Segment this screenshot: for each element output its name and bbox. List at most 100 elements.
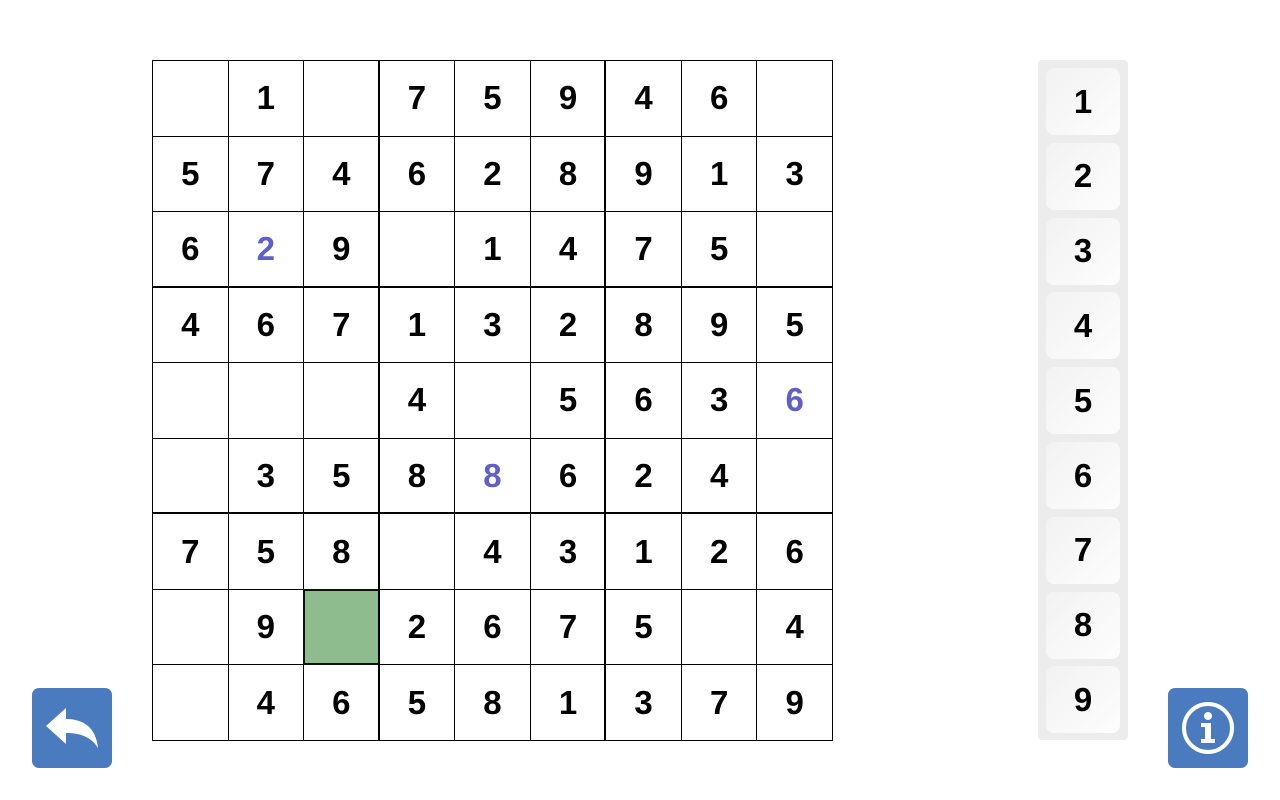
cell-r1c7[interactable]: 4 — [605, 60, 682, 137]
digit-button-4[interactable]: 4 — [1046, 292, 1120, 360]
digit-button-6[interactable]: 6 — [1046, 442, 1120, 509]
digit-button-2[interactable]: 2 — [1046, 142, 1120, 210]
cell-r7c5[interactable]: 4 — [454, 513, 531, 590]
cell-r8c7[interactable]: 5 — [605, 588, 682, 666]
cell-r2c9[interactable]: 3 — [756, 135, 833, 213]
cell-r7c1[interactable]: 7 — [152, 513, 229, 590]
cell-r7c7[interactable]: 1 — [605, 513, 682, 590]
cell-r2c8[interactable]: 1 — [680, 135, 758, 213]
cell-r4c6[interactable]: 2 — [529, 286, 607, 364]
cell-r2c2[interactable]: 7 — [227, 135, 305, 213]
undo-button[interactable] — [32, 688, 112, 768]
cell-r7c2[interactable]: 5 — [227, 513, 305, 590]
cell-r7c9[interactable]: 6 — [756, 513, 833, 590]
cell-r3c7[interactable]: 7 — [605, 211, 682, 288]
cell-r6c7[interactable]: 2 — [605, 437, 682, 515]
cell-r3c4[interactable] — [378, 211, 456, 288]
cell-r1c8[interactable]: 6 — [680, 60, 758, 137]
digit-button-5[interactable]: 5 — [1046, 367, 1120, 435]
cell-r6c8[interactable]: 4 — [680, 437, 758, 515]
cell-r3c2[interactable]: 2 — [227, 211, 305, 288]
digit-button-1[interactable]: 1 — [1046, 68, 1120, 135]
cell-r5c3[interactable] — [303, 362, 380, 439]
cell-r5c9[interactable]: 6 — [756, 362, 833, 439]
cell-r2c4[interactable]: 6 — [378, 135, 456, 213]
digit-button-8[interactable]: 8 — [1046, 591, 1120, 659]
cell-r5c4[interactable]: 4 — [378, 362, 456, 439]
cell-r4c7[interactable]: 8 — [605, 286, 682, 364]
digit-button-9[interactable]: 9 — [1046, 666, 1120, 734]
cell-r7c6[interactable]: 3 — [529, 513, 607, 590]
cell-r2c1[interactable]: 5 — [152, 135, 229, 213]
cell-r9c3[interactable]: 6 — [303, 664, 380, 741]
cell-r4c8[interactable]: 9 — [680, 286, 758, 364]
cell-r4c5[interactable]: 3 — [454, 286, 531, 364]
cell-r5c8[interactable]: 3 — [680, 362, 758, 439]
cell-r1c9[interactable] — [756, 60, 833, 137]
cell-r1c4[interactable]: 7 — [378, 60, 456, 137]
cell-r2c3[interactable]: 4 — [303, 135, 380, 213]
cell-r9c1[interactable] — [152, 664, 229, 741]
cell-r2c6[interactable]: 8 — [529, 135, 607, 213]
cell-r3c8[interactable]: 5 — [680, 211, 758, 288]
cell-r5c6[interactable]: 5 — [529, 362, 607, 439]
cell-r8c9[interactable]: 4 — [756, 588, 833, 666]
cell-r4c9[interactable]: 5 — [756, 286, 833, 364]
cell-r1c3[interactable] — [303, 60, 380, 137]
cell-r1c2[interactable]: 1 — [227, 60, 305, 137]
cell-r8c8[interactable] — [680, 588, 758, 666]
cell-r9c6[interactable]: 1 — [529, 664, 607, 741]
undo-arrow-icon — [46, 708, 98, 748]
cell-r3c3[interactable]: 9 — [303, 211, 380, 288]
cell-r8c3[interactable] — [303, 588, 380, 666]
cell-r6c4[interactable]: 8 — [378, 437, 456, 515]
cell-r9c4[interactable]: 5 — [378, 664, 456, 741]
cell-r3c9[interactable] — [756, 211, 833, 288]
cell-r9c8[interactable]: 7 — [680, 664, 758, 741]
cell-r6c9[interactable] — [756, 437, 833, 515]
cell-r4c2[interactable]: 6 — [227, 286, 305, 364]
cell-r6c6[interactable]: 6 — [529, 437, 607, 515]
info-icon — [1182, 702, 1234, 754]
box-divider — [152, 285, 832, 288]
cell-r9c2[interactable]: 4 — [227, 664, 305, 741]
cell-r9c9[interactable]: 9 — [756, 664, 833, 741]
cell-r5c1[interactable] — [152, 362, 229, 439]
digit-button-7[interactable]: 7 — [1046, 516, 1120, 584]
box-divider — [152, 512, 832, 515]
cell-r4c3[interactable]: 7 — [303, 286, 380, 364]
cell-r3c1[interactable]: 6 — [152, 211, 229, 288]
cell-r8c6[interactable]: 7 — [529, 588, 607, 666]
cell-r1c6[interactable]: 9 — [529, 60, 607, 137]
cell-r9c5[interactable]: 8 — [454, 664, 531, 741]
cell-r6c3[interactable]: 5 — [303, 437, 380, 515]
cell-r7c4[interactable] — [378, 513, 456, 590]
info-button[interactable] — [1168, 688, 1248, 768]
cell-r6c5[interactable]: 8 — [454, 437, 531, 515]
cell-r3c6[interactable]: 4 — [529, 211, 607, 288]
cell-r6c1[interactable] — [152, 437, 229, 515]
cell-r9c7[interactable]: 3 — [605, 664, 682, 741]
cell-r5c2[interactable] — [227, 362, 305, 439]
digit-button-3[interactable]: 3 — [1046, 217, 1120, 285]
cell-r5c7[interactable]: 6 — [605, 362, 682, 439]
box-divider — [604, 60, 607, 740]
cell-r8c5[interactable]: 6 — [454, 588, 531, 666]
cell-r1c1[interactable] — [152, 60, 229, 137]
cell-r1c5[interactable]: 5 — [454, 60, 531, 137]
cell-r4c4[interactable]: 1 — [378, 286, 456, 364]
cell-r5c5[interactable] — [454, 362, 531, 439]
cell-r2c7[interactable]: 9 — [605, 135, 682, 213]
cell-r8c2[interactable]: 9 — [227, 588, 305, 666]
number-pad: 1 2 3 4 5 6 7 8 9 — [1038, 60, 1128, 740]
cell-r7c8[interactable]: 2 — [680, 513, 758, 590]
cell-r3c5[interactable]: 1 — [454, 211, 531, 288]
cell-r8c1[interactable] — [152, 588, 229, 666]
box-divider — [377, 60, 380, 740]
cell-r4c1[interactable]: 4 — [152, 286, 229, 364]
cell-r6c2[interactable]: 3 — [227, 437, 305, 515]
cell-r8c4[interactable]: 2 — [378, 588, 456, 666]
cell-r7c3[interactable]: 8 — [303, 513, 380, 590]
cell-r2c5[interactable]: 2 — [454, 135, 531, 213]
